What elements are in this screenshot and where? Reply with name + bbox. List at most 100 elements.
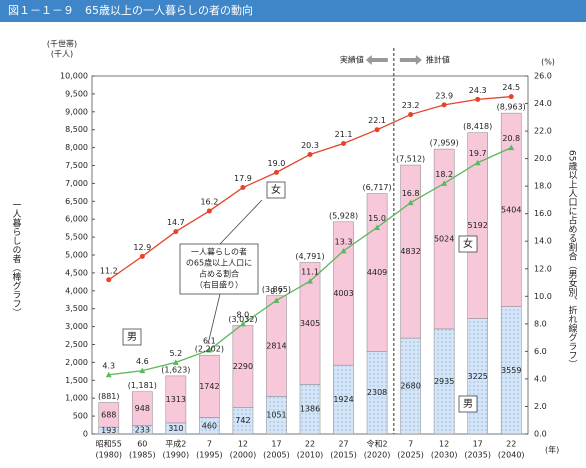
- callout-text: の65歳以上人口に: [186, 258, 252, 268]
- point-label: 4.3: [102, 361, 115, 370]
- bar-value-label: 2308: [367, 388, 387, 397]
- y2-tick-label: 10.0: [534, 292, 552, 301]
- point-label: 24.3: [469, 86, 487, 95]
- point-label: 16.2: [200, 197, 218, 206]
- y-tick-label: 9,500: [65, 89, 88, 98]
- bar-value-label: 4003: [333, 289, 353, 298]
- point-label: 17.9: [234, 174, 252, 183]
- point: [407, 199, 414, 206]
- x-tick-year: (2015): [330, 451, 357, 460]
- x-tick-label: 令和2: [367, 439, 388, 449]
- y2-tick-label: 4.0: [534, 374, 547, 383]
- x-tick-year: (1985): [129, 451, 156, 460]
- point-label: 20.3: [301, 141, 319, 150]
- bar: [500, 112, 522, 307]
- y-unit: (千人): [51, 49, 73, 59]
- y2-axis-title: 65歳以上人口に占める割合（男女別、折れ線グラフ）: [567, 150, 578, 368]
- series-tag-box: [266, 181, 286, 199]
- series-tag: 男: [127, 331, 137, 343]
- total-label: (3,865): [262, 285, 291, 294]
- point: [106, 277, 112, 283]
- y2-tick-label: 12.0: [534, 264, 552, 273]
- y-tick-label: 8,000: [65, 143, 88, 152]
- bar: [333, 221, 354, 366]
- bar-value-label: 3225: [468, 372, 488, 381]
- point: [172, 359, 179, 365]
- bar: [131, 391, 153, 426]
- point-label: 11.2: [100, 266, 118, 275]
- y2-tick-label: 8.0: [534, 319, 547, 328]
- point: [273, 169, 279, 175]
- bar-value-label: 688: [101, 410, 116, 419]
- bar-value-label: 5404: [501, 205, 521, 214]
- point: [139, 367, 146, 374]
- total-label: (1,623): [161, 365, 190, 374]
- projected-label: 推計値: [426, 55, 450, 65]
- y2-tick-label: 2.0: [534, 402, 547, 411]
- y2-tick-label: 22.0: [534, 127, 552, 136]
- bar-value-label: 4409: [367, 268, 387, 277]
- x-tick-year: (2005): [263, 451, 290, 460]
- point-label: 20.8: [502, 134, 520, 143]
- bar-value-label: 5024: [434, 234, 454, 243]
- point-label: 9.7: [270, 287, 283, 296]
- bar-value-label: 948: [135, 404, 150, 413]
- y-tick-label: 1,000: [65, 394, 88, 403]
- y2-tick-label: 6.0: [534, 347, 547, 356]
- point: [475, 96, 481, 102]
- y2-tick-label: 14.0: [534, 237, 552, 246]
- callout-box: [179, 243, 259, 295]
- y-tick-label: 3,500: [65, 304, 88, 313]
- bar: [467, 132, 489, 319]
- bar-value-label: 233: [135, 425, 150, 434]
- point: [307, 151, 313, 157]
- y-tick-label: 2,500: [65, 340, 88, 349]
- point: [441, 102, 447, 108]
- bar-value-label: 2814: [266, 342, 286, 351]
- bar: [400, 164, 421, 339]
- series-tag-box: [458, 235, 478, 253]
- x-tick-label: 昭和55: [96, 440, 122, 449]
- bar-value-label: 3559: [501, 366, 521, 375]
- bar-value-label: 1742: [199, 382, 219, 391]
- y-unit: (千世帯): [47, 39, 77, 49]
- x-tick-year: (2030): [431, 451, 458, 460]
- arrow-left: [365, 55, 388, 65]
- point: [340, 247, 347, 254]
- point-label: 16.8: [402, 189, 420, 198]
- bar-value-label: 460: [202, 421, 217, 430]
- y2-tick-label: 0.0: [534, 430, 547, 439]
- x-tick-label: 12: [238, 440, 248, 449]
- y-tick-label: 5,500: [65, 233, 88, 242]
- y-tick-label: 4,000: [65, 286, 88, 295]
- point: [474, 159, 481, 166]
- y-tick-label: 8,500: [65, 125, 88, 134]
- x-tick-label: 22: [506, 440, 516, 449]
- total-label: (881): [98, 392, 120, 401]
- bar-value-label: 1313: [166, 395, 186, 404]
- x-tick-year: (2020): [364, 451, 391, 460]
- total-label: (4,791): [295, 252, 324, 261]
- point: [508, 94, 514, 100]
- y-tick-label: 7,000: [65, 179, 88, 188]
- y2-tick-label: 18.0: [534, 182, 552, 191]
- point: [173, 229, 179, 235]
- y-tick-label: 1,500: [65, 376, 88, 385]
- bar-value-label: 310: [168, 424, 183, 433]
- x-tick-year: (1990): [163, 451, 190, 460]
- y2-tick-label: 16.0: [534, 209, 552, 218]
- point-label: 24.5: [502, 83, 520, 92]
- point-label: 18.2: [435, 170, 453, 179]
- point-label: 19.7: [469, 149, 487, 158]
- y-axis-title: 一人暮らしの者（棒グラフ）: [11, 200, 22, 317]
- point: [307, 278, 313, 284]
- y-tick-label: 7,500: [65, 161, 88, 170]
- bar: [433, 148, 455, 330]
- point-label: 21.1: [335, 130, 353, 139]
- bar: [299, 262, 321, 385]
- x-tick-label: 27: [338, 440, 348, 449]
- callout-text: （右目盛り）: [195, 280, 243, 290]
- total-label: (1,181): [128, 381, 157, 390]
- x-tick-label: 60: [137, 440, 147, 449]
